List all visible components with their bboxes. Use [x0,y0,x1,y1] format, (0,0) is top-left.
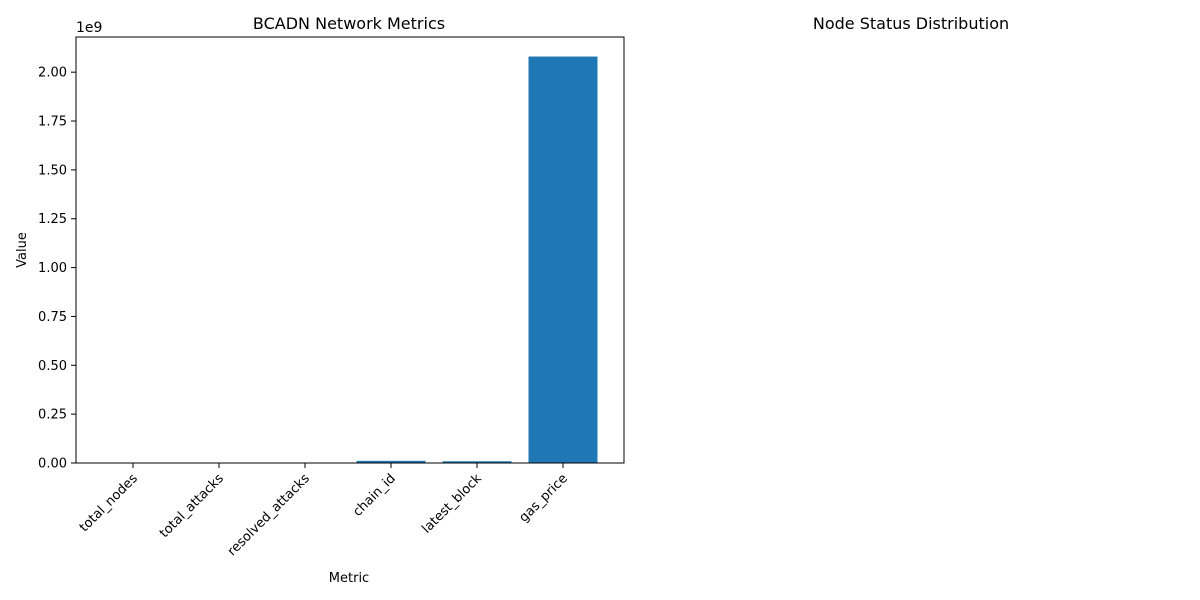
y-tick-label: 1.50 [38,163,67,178]
x-tick-label: latest_block [419,471,485,537]
y-axis-ticks: 0.00 0.25 0.50 0.75 1.00 1.25 1.50 1.75 2.00 [38,66,76,472]
pie-chart-title: Node Status Distribution [813,14,1009,33]
x-tick-label: gas_price [516,471,570,525]
bar-chart-title: BCADN Network Metrics [253,14,445,33]
y-axis-label: Value [15,232,30,268]
y-tick-label: 0.75 [38,310,67,325]
bar-latest-block [442,461,512,463]
y-tick-label: 0.50 [38,359,67,374]
y-tick-label: 1.00 [38,261,67,276]
y-tick-label: 0.25 [38,408,67,423]
x-tick-label: resolved_attacks [225,471,313,559]
plot-frame [75,36,625,464]
x-axis-label: Metric [329,571,369,586]
x-tick-label: total_attacks [157,471,227,541]
y-tick-label: 1.25 [38,212,67,227]
y-tick-label: 2.00 [38,66,67,81]
y-tick-label: 1.75 [38,115,67,130]
bar-series [356,56,598,463]
x-tick-label: total_nodes [77,471,141,535]
y-offset-text: 1e9 [76,20,102,36]
bar-gas-price [528,56,598,463]
y-tick-label: 0.00 [38,457,67,472]
x-axis-ticks: total_nodes total_attacksresolved_attacks… [77,463,571,559]
bar-chain-id [356,460,426,463]
x-tick-label: chain_id [350,471,398,519]
